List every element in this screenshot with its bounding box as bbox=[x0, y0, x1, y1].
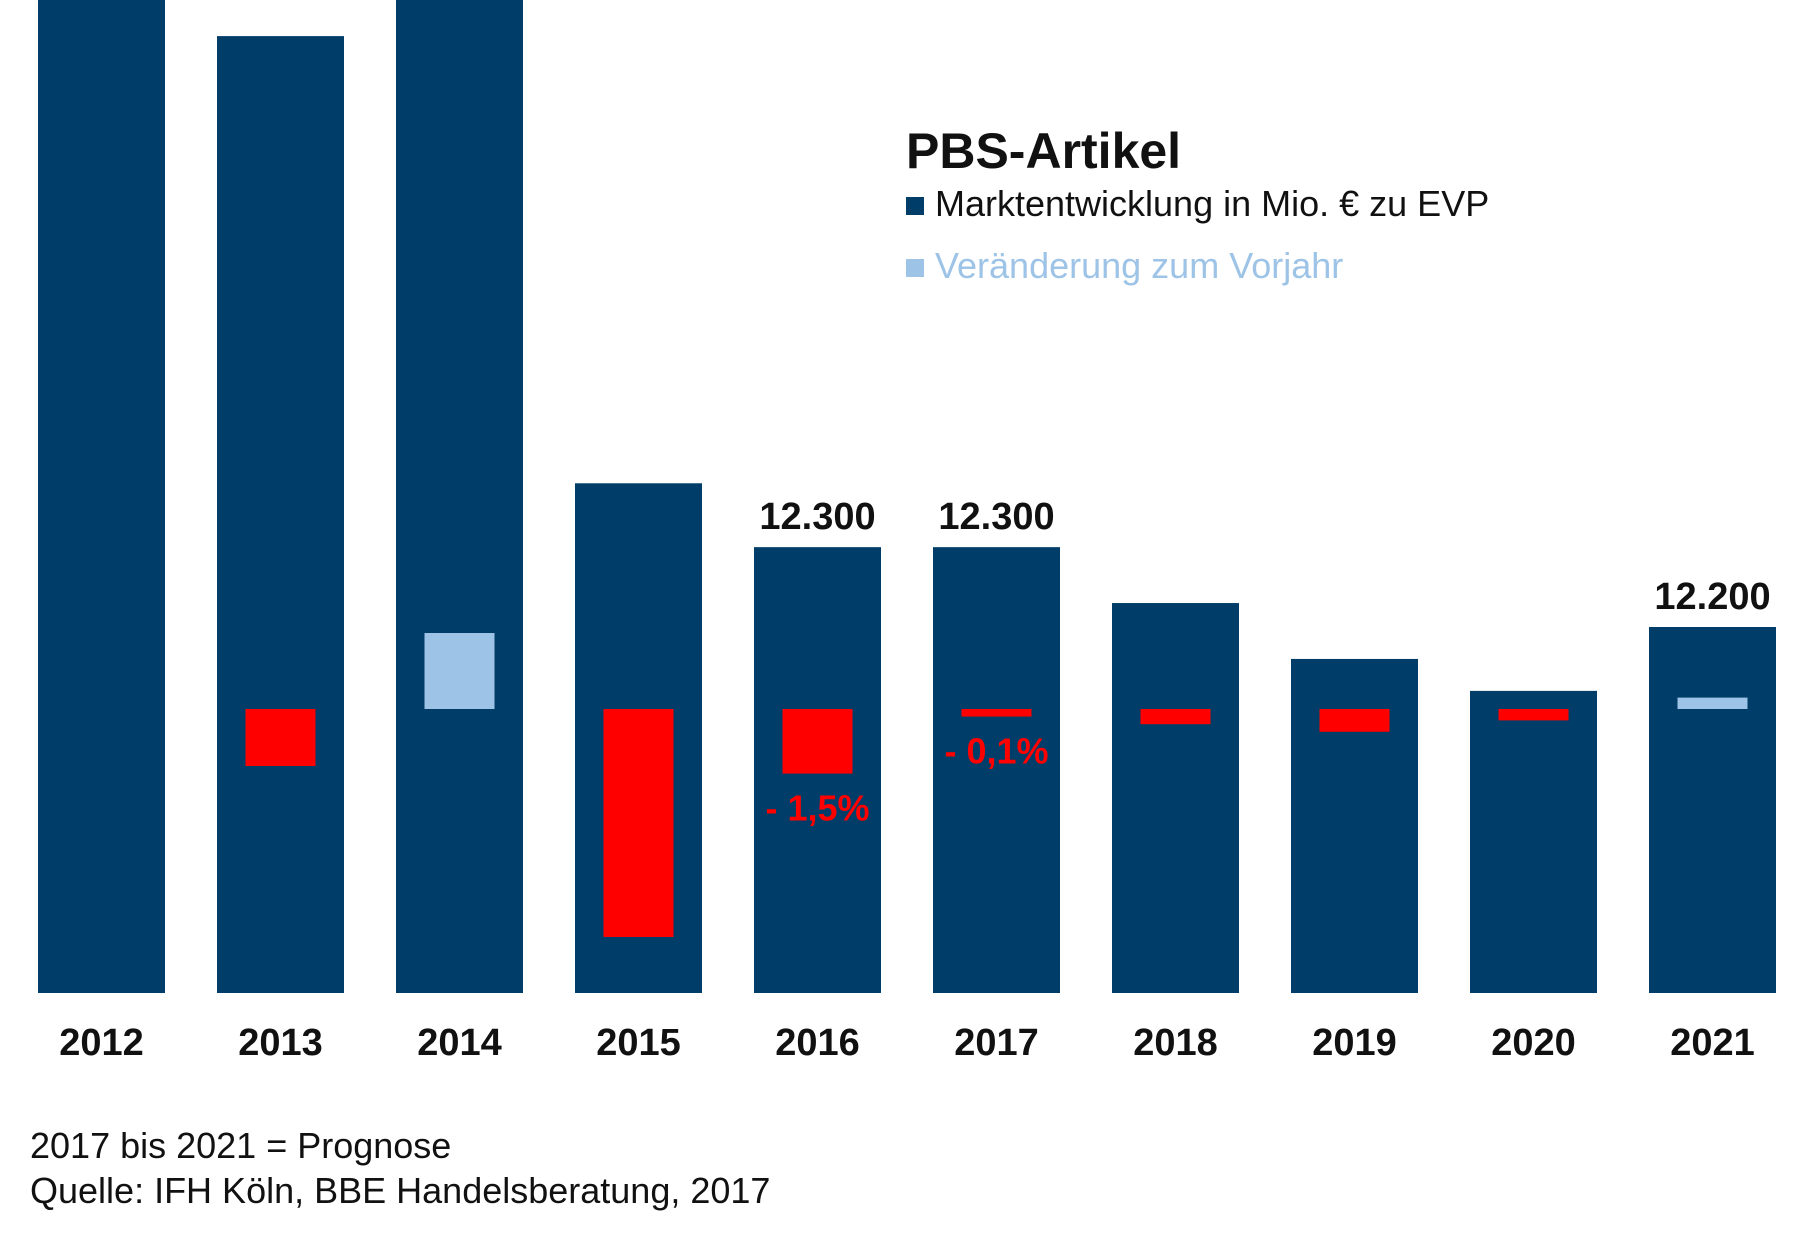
change-label-2017: - 0,1% bbox=[944, 731, 1048, 772]
change-bar-2020 bbox=[1498, 709, 1569, 721]
change-bar-2014 bbox=[424, 633, 495, 709]
source-note: Quelle: IFH Köln, BBE Handelsberatung, 2… bbox=[30, 1170, 771, 1211]
chart-title: PBS-Artikel bbox=[906, 123, 1181, 179]
x-tick-2017: 2017 bbox=[954, 1022, 1039, 1064]
legend-label-market: Marktentwicklung in Mio. € zu EVP bbox=[935, 183, 1489, 224]
change-bar-2018 bbox=[1140, 709, 1211, 725]
x-tick-2013: 2013 bbox=[238, 1022, 323, 1064]
change-bar-2017 bbox=[961, 709, 1032, 717]
bar-2012 bbox=[38, 0, 165, 994]
change-bar-2021 bbox=[1677, 697, 1748, 709]
bar-2014 bbox=[396, 0, 523, 993]
value-label-2016: 12.300 bbox=[759, 496, 875, 538]
value-label-2017: 12.300 bbox=[938, 496, 1054, 538]
change-bars bbox=[245, 633, 1748, 937]
bar-2021 bbox=[1649, 627, 1776, 993]
x-tick-2020: 2020 bbox=[1491, 1022, 1576, 1064]
x-tick-2018: 2018 bbox=[1133, 1022, 1218, 1064]
change-label-2016: - 1,5% bbox=[765, 788, 869, 829]
change-bar-2016 bbox=[782, 709, 853, 774]
x-tick-2014: 2014 bbox=[417, 1022, 502, 1064]
x-tick-2021: 2021 bbox=[1670, 1022, 1755, 1064]
x-tick-2019: 2019 bbox=[1312, 1022, 1397, 1064]
x-tick-2016: 2016 bbox=[775, 1022, 860, 1064]
change-bar-2019 bbox=[1319, 709, 1390, 732]
change-bar-2015 bbox=[603, 709, 674, 937]
change-bar-2013 bbox=[245, 709, 316, 766]
legend-label-change: Veränderung zum Vorjahr bbox=[935, 245, 1343, 286]
x-axis: 2012 2013 2014 2015 2016 2017 2018 2019 2020 2021 bbox=[59, 1022, 1755, 1064]
bar-2017 bbox=[933, 547, 1060, 993]
forecast-note: 2017 bis 2021 = Prognose bbox=[30, 1125, 452, 1166]
legend: Marktentwicklung in Mio. € zu EVP Veränd… bbox=[906, 183, 1489, 286]
bar-2013 bbox=[217, 36, 344, 994]
legend-swatch-market bbox=[906, 197, 924, 215]
bar-2018 bbox=[1112, 603, 1239, 993]
legend-swatch-change bbox=[906, 259, 924, 277]
x-tick-2015: 2015 bbox=[596, 1022, 681, 1064]
value-label-2021: 12.200 bbox=[1654, 576, 1770, 618]
x-tick-2012: 2012 bbox=[59, 1022, 144, 1064]
bar-2020 bbox=[1470, 690, 1597, 993]
